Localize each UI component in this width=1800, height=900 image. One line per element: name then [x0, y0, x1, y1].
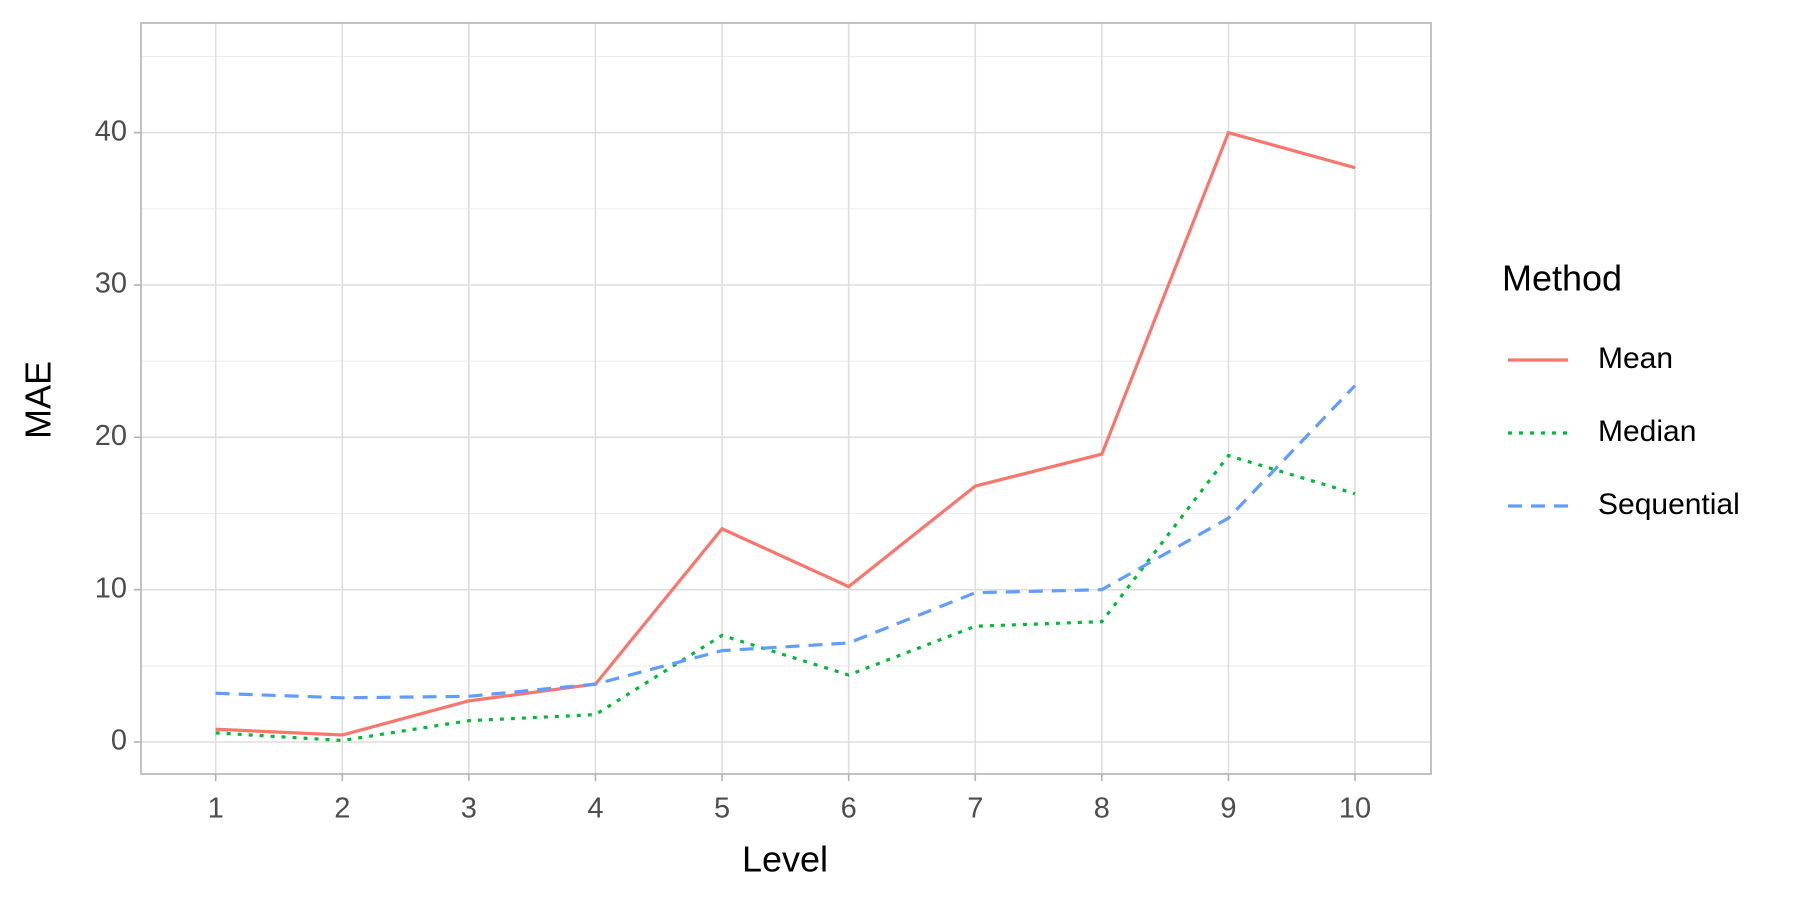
x-tick-label: 8 [1094, 793, 1110, 825]
x-tick-label: 2 [334, 793, 350, 825]
x-tick-label: 4 [587, 793, 603, 825]
panel-border [140, 22, 1432, 775]
x-tick-label: 3 [461, 793, 477, 825]
y-tick-label: 0 [111, 725, 127, 757]
y-tick-label: 30 [95, 268, 127, 300]
x-tick-label: 6 [841, 793, 857, 825]
x-tick-label: 10 [1339, 793, 1371, 825]
y-axis-title: MAE [18, 361, 59, 439]
x-axis-title: Level [742, 839, 828, 880]
legend-title: Method [1502, 258, 1622, 299]
x-tick-label: 9 [1220, 793, 1236, 825]
y-tick-label: 40 [95, 115, 127, 147]
legend-label: Median [1598, 415, 1696, 448]
x-tick-label: 7 [967, 793, 983, 825]
legend-label: Sequential [1598, 488, 1740, 521]
series-line [215, 130, 1356, 737]
series-line [215, 453, 1356, 743]
legend-label: Mean [1598, 342, 1673, 375]
series-line [215, 384, 1357, 700]
x-tick-label: 5 [714, 793, 730, 825]
y-tick-label: 10 [95, 572, 127, 604]
y-tick-label: 20 [95, 420, 127, 452]
x-tick-label: 1 [208, 793, 224, 825]
